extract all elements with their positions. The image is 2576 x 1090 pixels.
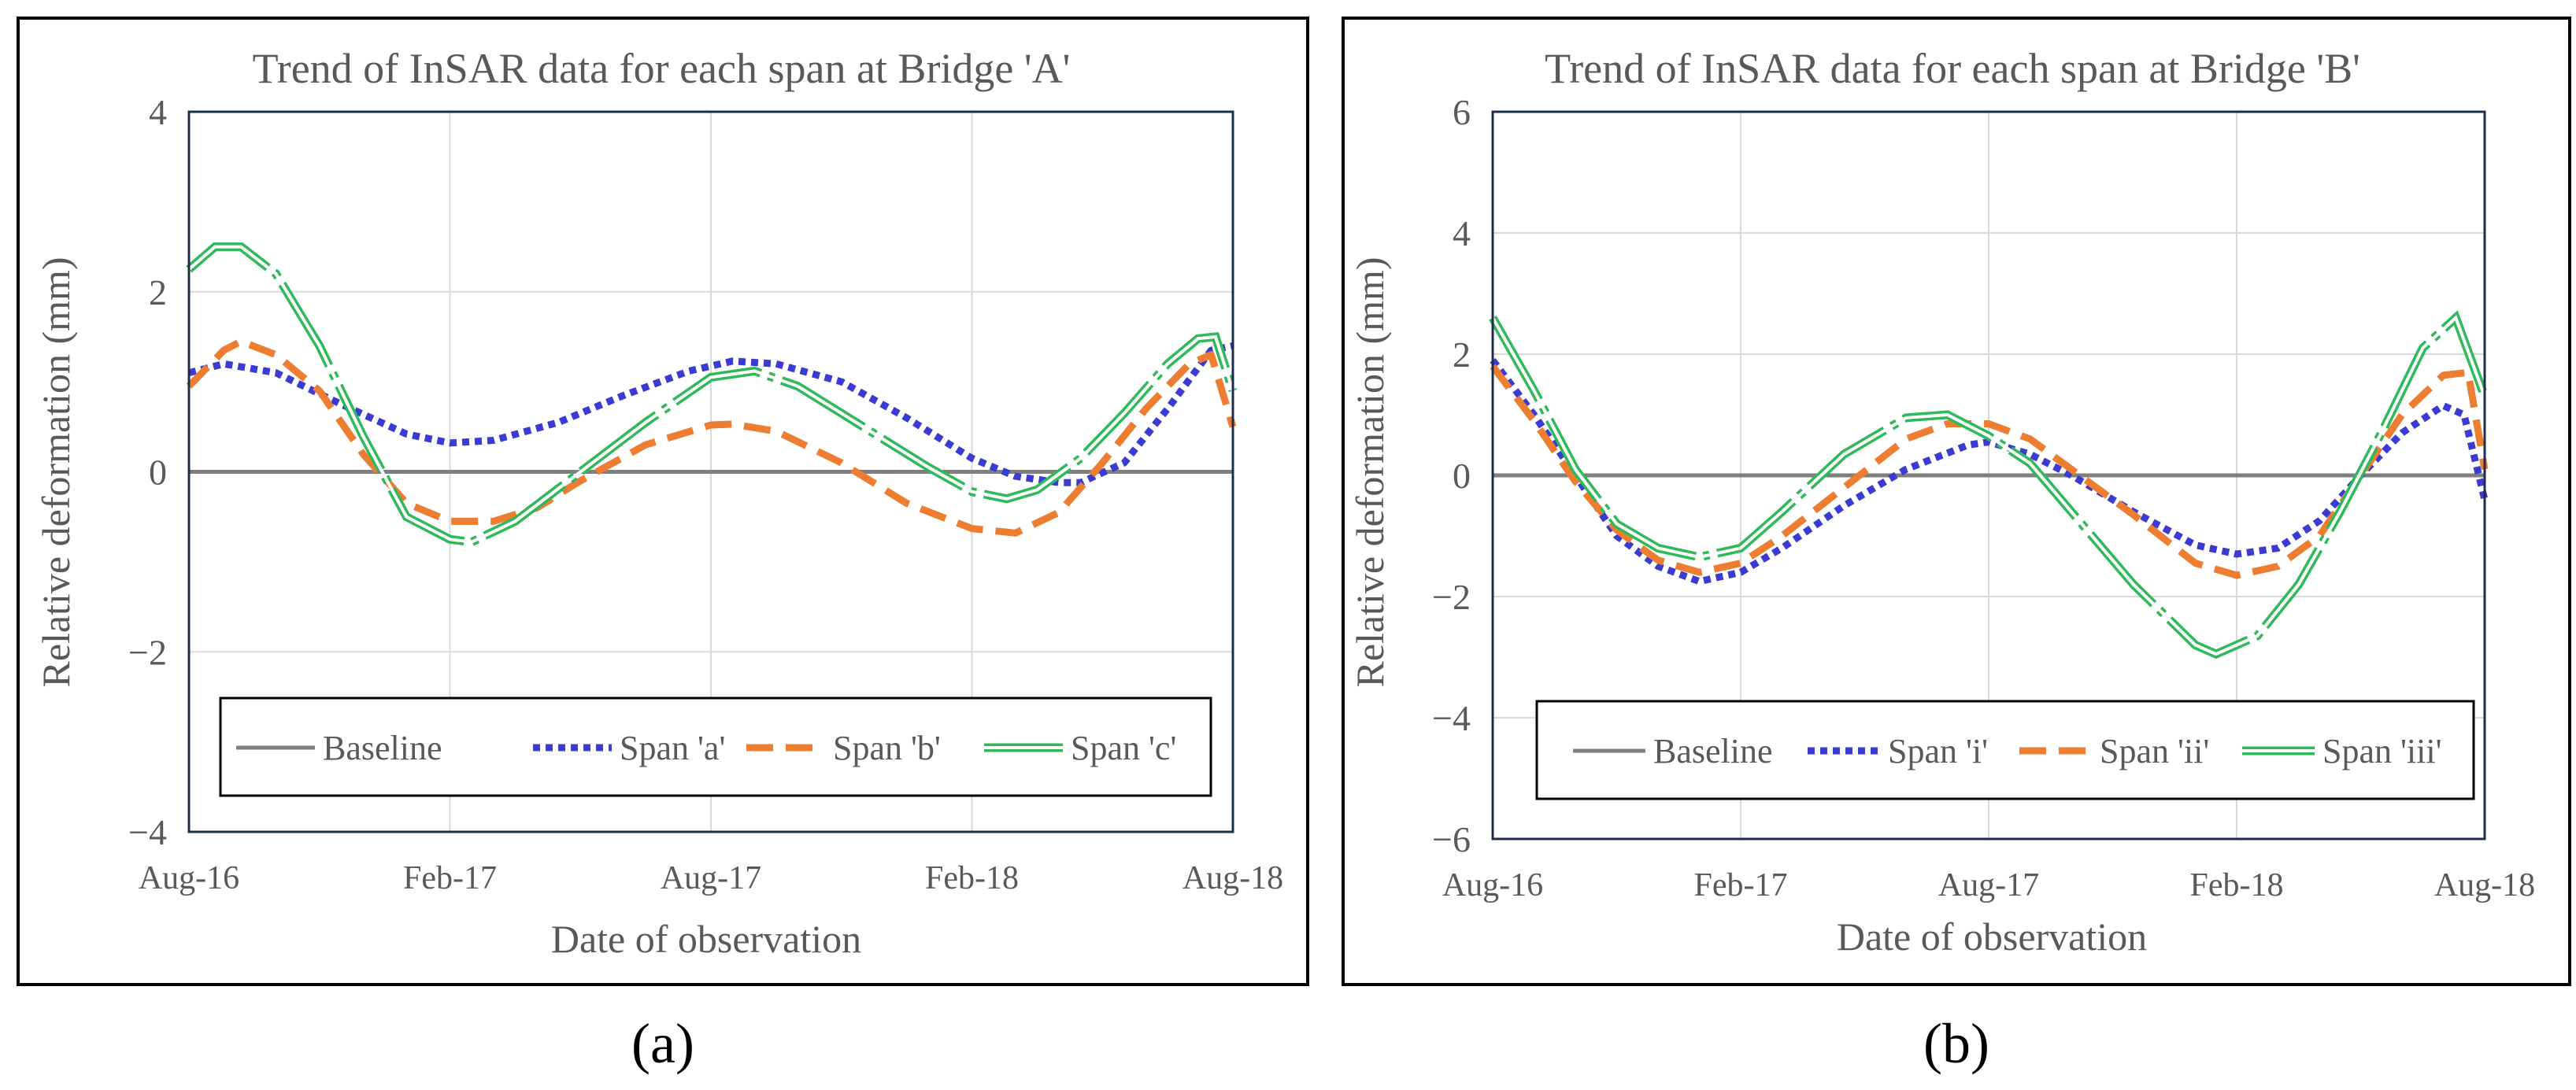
legend-label: Span 'iii' (2322, 732, 2442, 770)
panel-border (1342, 17, 2571, 986)
x-axis-label: Date of observation (551, 917, 861, 961)
series-lines (1489, 310, 2489, 660)
y-tick-label: 2 (1453, 334, 1471, 375)
legend-label: Span 'b' (833, 729, 941, 767)
y-tick-labels: 6 4 2 0 −2 −4 −6 (1432, 92, 1471, 859)
y-axis-label: Relative deformation (mm) (1348, 257, 1392, 687)
chart-title: Trend of InSAR data for each span at Bri… (1545, 45, 2360, 92)
chart-panel-a: Trend of InSAR data for each span at Bri… (17, 17, 1309, 986)
y-tick-label: 4 (1453, 213, 1471, 253)
legend-label: Span 'a' (620, 729, 725, 767)
x-tick-label: Aug-18 (1183, 860, 1283, 896)
panel-label-a: (a) (631, 1012, 694, 1075)
y-tick-label: 0 (149, 453, 167, 493)
legend-label: Span 'i' (1888, 732, 1988, 770)
plot-area-frame (187, 110, 1234, 833)
legend-label: Span 'ii' (2100, 732, 2209, 770)
legend: Baseline Span 'a' Span 'b' Span 'c' (219, 696, 1212, 797)
panel-border (17, 17, 1309, 986)
y-tick-label: 4 (149, 92, 167, 132)
series-line-span-a (187, 342, 1234, 486)
chart-title: Trend of InSAR data for each span at Bri… (253, 45, 1071, 92)
y-tick-label: 6 (1453, 92, 1471, 132)
x-tick-labels: Aug-16 Feb-17 Aug-17 Feb-18 Aug-18 (1442, 867, 2535, 903)
series-line-span-iii (1489, 310, 2489, 660)
series-line-span-b (186, 338, 1237, 537)
y-tick-label: −2 (128, 632, 167, 672)
y-tick-label: −2 (1432, 577, 1471, 617)
series-line-span-c (186, 242, 1238, 547)
y-axis-label: Relative deformation (mm) (34, 257, 78, 687)
x-tick-label: Feb-17 (1694, 867, 1788, 903)
x-tick-label: Feb-18 (925, 860, 1019, 896)
series-line-span-c-inner (187, 245, 1234, 544)
x-axis-label: Date of observation (1837, 914, 2147, 959)
y-tick-label: 2 (149, 272, 167, 312)
series-lines (186, 242, 1238, 547)
y-tick-label: 0 (1453, 456, 1471, 496)
legend-box (1535, 700, 2475, 800)
y-tick-label: −4 (1432, 698, 1471, 738)
y-tick-labels: 4 2 0 −2 −4 (128, 92, 167, 852)
x-tick-label: Aug-16 (1442, 867, 1543, 903)
x-tick-label: Feb-18 (2190, 867, 2284, 903)
x-tick-label: Feb-17 (403, 860, 497, 896)
series-line-span-iii-inner (1491, 315, 2486, 656)
y-tick-label: −6 (1432, 819, 1471, 859)
legend-label: Baseline (323, 729, 442, 767)
chart-panel-b: Trend of InSAR data for each span at Bri… (1342, 17, 2571, 986)
x-tick-labels: Aug-16 Feb-17 Aug-17 Feb-18 Aug-18 (139, 860, 1283, 896)
legend-label: Baseline (1653, 732, 1773, 770)
legend: Baseline Span 'i' Span 'ii' Span 'iii' (1535, 700, 2475, 800)
x-tick-label: Aug-17 (661, 860, 761, 896)
y-tick-label: −4 (128, 812, 167, 852)
x-tick-label: Aug-17 (1938, 867, 2039, 903)
plot-area-frame (1491, 110, 2486, 841)
x-tick-label: Aug-16 (139, 860, 239, 896)
x-tick-label: Aug-18 (2434, 867, 2535, 903)
panel-label-b: (b) (1923, 1012, 1989, 1075)
legend-label: Span 'c' (1071, 729, 1176, 767)
